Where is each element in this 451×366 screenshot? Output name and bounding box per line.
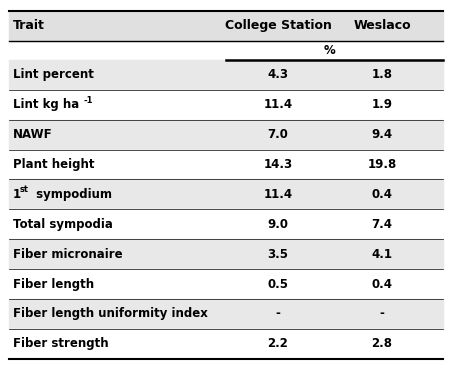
Text: 3.5: 3.5 xyxy=(267,248,288,261)
Text: Lint kg ha: Lint kg ha xyxy=(13,98,79,111)
Text: 0.4: 0.4 xyxy=(371,277,391,291)
Text: -: - xyxy=(275,307,280,320)
Text: Trait: Trait xyxy=(13,19,45,33)
Text: NAWF: NAWF xyxy=(13,128,52,141)
Text: -1: -1 xyxy=(83,96,93,105)
Bar xyxy=(9,179,442,209)
Text: 11.4: 11.4 xyxy=(263,188,292,201)
Text: College Station: College Station xyxy=(224,19,331,33)
Bar xyxy=(9,209,442,239)
Text: Fiber micronaire: Fiber micronaire xyxy=(13,248,122,261)
Bar xyxy=(9,329,442,359)
Text: 9.0: 9.0 xyxy=(267,218,288,231)
Text: 14.3: 14.3 xyxy=(263,158,292,171)
Text: Total sympodia: Total sympodia xyxy=(13,218,112,231)
Text: 2.2: 2.2 xyxy=(267,337,288,350)
Bar xyxy=(9,11,442,41)
Text: 1.9: 1.9 xyxy=(371,98,391,111)
Text: st: st xyxy=(20,185,29,194)
Text: -: - xyxy=(379,307,383,320)
Bar xyxy=(9,239,442,269)
Text: Fiber length uniformity index: Fiber length uniformity index xyxy=(13,307,207,320)
Text: 9.4: 9.4 xyxy=(371,128,391,141)
Text: sympodium: sympodium xyxy=(32,188,111,201)
Bar xyxy=(9,269,442,299)
Text: 1: 1 xyxy=(13,188,21,201)
Text: 0.4: 0.4 xyxy=(371,188,391,201)
Text: 0.5: 0.5 xyxy=(267,277,288,291)
Text: 2.8: 2.8 xyxy=(371,337,391,350)
Text: 7.0: 7.0 xyxy=(267,128,288,141)
Text: Fiber strength: Fiber strength xyxy=(13,337,108,350)
Text: Plant height: Plant height xyxy=(13,158,94,171)
Bar xyxy=(9,299,442,329)
Text: 11.4: 11.4 xyxy=(263,98,292,111)
Text: 4.1: 4.1 xyxy=(371,248,391,261)
Text: Lint percent: Lint percent xyxy=(13,68,93,82)
Bar xyxy=(9,60,442,90)
Text: Weslaco: Weslaco xyxy=(352,19,410,33)
Text: %: % xyxy=(323,44,335,57)
Text: 1.8: 1.8 xyxy=(371,68,391,82)
Bar xyxy=(9,90,442,120)
Text: 19.8: 19.8 xyxy=(367,158,396,171)
Bar xyxy=(9,120,442,150)
Text: 7.4: 7.4 xyxy=(371,218,391,231)
Text: Fiber length: Fiber length xyxy=(13,277,93,291)
Text: 4.3: 4.3 xyxy=(267,68,288,82)
Bar xyxy=(9,150,442,179)
